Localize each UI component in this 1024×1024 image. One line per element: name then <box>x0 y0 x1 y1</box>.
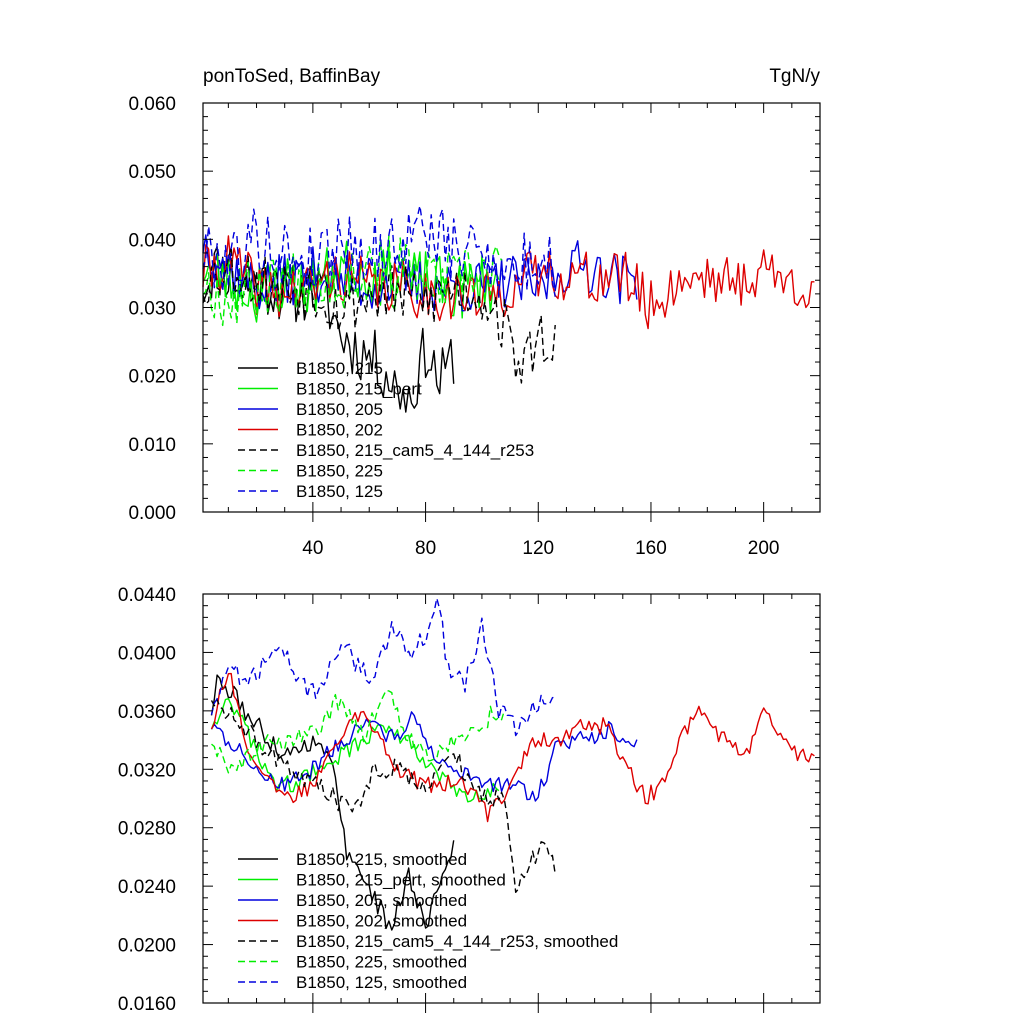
plot-title-right: TgN/y <box>769 66 820 87</box>
legend-label: B1850, 125, smoothed <box>296 973 467 992</box>
y-tick-label: 0.060 <box>128 94 176 115</box>
y-tick-label: 0.0360 <box>118 702 176 723</box>
legend-label: B1850, 205, smoothed <box>296 891 467 910</box>
legend-label: B1850, 215_cam5_4_144_r253, smoothed <box>296 932 618 951</box>
top-panel: 0.000 0.010 0.020 0.030 0.040 0.050 0.060 40 80 1… <box>128 94 821 559</box>
y-tick-label: 0.0240 <box>118 877 176 898</box>
legend-label: B1850, 215_pert <box>296 380 422 399</box>
x-tick-label: 160 <box>635 538 667 559</box>
x-tick-label: 120 <box>522 538 554 559</box>
series-line-1-3 <box>210 672 815 823</box>
series-line-0-5 <box>202 234 503 327</box>
plot-title-left: ponToSed, BaffinBay <box>203 66 381 87</box>
legend-label: B1850, 125 <box>296 482 383 501</box>
y-tick-label: 0.040 <box>128 230 176 251</box>
legend-label: B1850, 215 <box>296 359 383 378</box>
x-tick-label: 80 <box>415 538 436 559</box>
y-tick-label: 0.030 <box>128 299 176 320</box>
y-tick-label: 0.0160 <box>118 994 176 1015</box>
y-tick-label: 0.0200 <box>118 936 176 957</box>
legend: B1850, 215, smoothed B1850, 215_pert, smo… <box>238 850 618 992</box>
x-tick-label: 40 <box>302 538 323 559</box>
legend-label: B1850, 215_pert, smoothed <box>296 871 506 890</box>
series-line-1-4 <box>210 698 556 893</box>
legend-label: B1850, 215, smoothed <box>296 850 467 869</box>
bottom-panel: 0.0160 0.0200 0.0240 0.0280 0.0320 0.0360 0.04… <box>118 585 821 1015</box>
series-line-0-4 <box>202 246 556 384</box>
y-tick-label: 0.0440 <box>118 585 176 606</box>
series-line-0-0 <box>202 245 455 413</box>
series-line-1-2 <box>210 711 638 802</box>
y-tick-label: 0.010 <box>128 435 176 456</box>
legend-label: B1850, 202, smoothed <box>296 912 467 931</box>
y-tick-label: 0.0320 <box>118 760 176 781</box>
legend-label: B1850, 225 <box>296 462 383 481</box>
x-tick-label: 200 <box>748 538 780 559</box>
y-tick-label: 0.020 <box>128 367 176 388</box>
legend-label: B1850, 215_cam5_4_144_r253 <box>296 441 534 460</box>
legend-label: B1850, 225, smoothed <box>296 953 467 972</box>
plot-frame <box>202 593 821 1004</box>
y-tick-label: 0.050 <box>128 162 176 183</box>
legend-label: B1850, 205 <box>296 400 383 419</box>
y-tick-label: 0.000 <box>128 503 176 524</box>
series-line-0-6 <box>202 205 556 297</box>
y-tick-label: 0.0280 <box>118 819 176 840</box>
series-line-1-5 <box>211 689 506 774</box>
y-tick-label: 0.0400 <box>118 643 176 664</box>
legend-label: B1850, 202 <box>296 421 383 440</box>
series-line-1-1 <box>210 698 500 803</box>
series-line-1-6 <box>210 597 556 737</box>
